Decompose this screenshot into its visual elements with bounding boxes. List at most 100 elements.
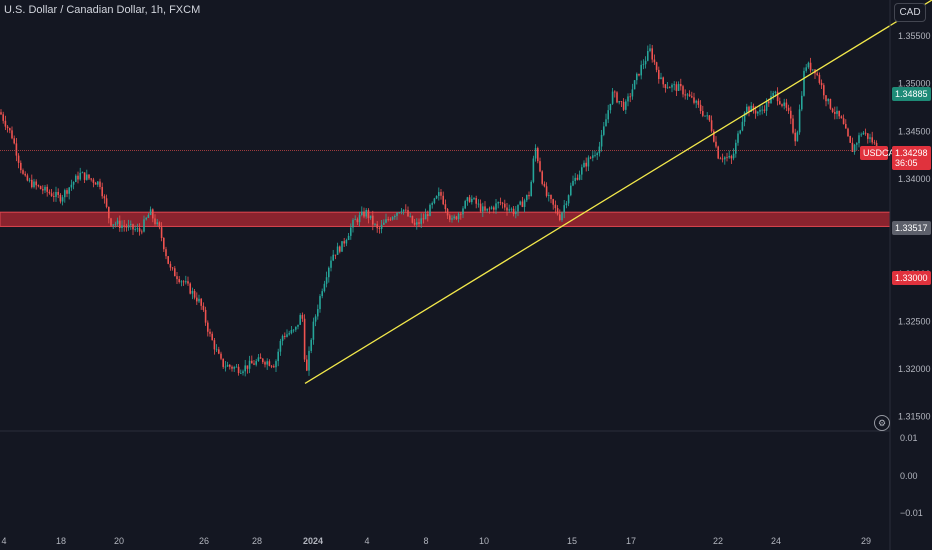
candle-body — [490, 207, 493, 209]
current-price-value: 1.34298 — [895, 148, 928, 158]
candle-body — [176, 276, 178, 280]
candle-body — [583, 162, 585, 168]
candle-body — [561, 212, 563, 221]
candle-body — [706, 115, 708, 117]
candle-body — [479, 203, 482, 212]
candle-body — [147, 214, 150, 218]
candle-body — [501, 202, 504, 204]
time-tick-label: 20 — [114, 536, 124, 546]
candle-body — [688, 94, 691, 97]
settings-icon[interactable]: ⚙ — [874, 415, 890, 431]
currency-button[interactable]: CAD — [894, 3, 926, 22]
candle-body — [752, 105, 755, 111]
candle-body — [130, 224, 132, 226]
candle-body — [486, 208, 488, 211]
candle-body — [343, 241, 345, 244]
candle-body — [347, 235, 350, 241]
candle-body — [838, 110, 840, 117]
candle-body — [31, 179, 33, 188]
candle-body — [262, 358, 264, 363]
candle-body — [169, 263, 172, 268]
candle-body — [453, 216, 455, 219]
candle-body — [323, 283, 326, 292]
candle-body — [713, 131, 715, 142]
candle-body — [86, 174, 88, 180]
candle-body — [867, 133, 869, 139]
candle-body — [28, 179, 31, 181]
candle-body — [746, 106, 748, 113]
candle-body — [508, 209, 510, 211]
candle-body — [528, 195, 530, 197]
candle-body — [156, 222, 158, 224]
candle-body — [730, 156, 733, 159]
candle-body — [565, 203, 568, 206]
candle-body — [666, 87, 669, 89]
candle-body — [185, 281, 187, 283]
candle-body — [53, 196, 55, 197]
candle-body — [499, 202, 502, 203]
candle-body — [534, 148, 537, 159]
candle-body — [138, 228, 141, 232]
candle-body — [737, 133, 739, 143]
candle-body — [603, 126, 605, 135]
indicator-tick-label: −0.01 — [900, 508, 923, 518]
candle-body — [719, 158, 722, 160]
candle-body — [779, 101, 781, 105]
alert-level-label: 1.33000 — [892, 271, 931, 285]
price-tick-label: 1.34000 — [898, 174, 931, 184]
candle-body — [611, 91, 614, 104]
candle-body — [336, 246, 339, 255]
candle-body — [46, 186, 48, 192]
candle-body — [44, 186, 46, 191]
candle-body — [299, 315, 301, 325]
candle-body — [251, 360, 253, 364]
candle-body — [570, 185, 572, 196]
candle-body — [754, 110, 757, 114]
candle-body — [295, 326, 297, 330]
symbol-label: USDCAD — [863, 148, 902, 158]
candle-body — [633, 80, 636, 90]
candle-body — [578, 174, 581, 180]
candle-body — [310, 339, 312, 351]
candle-body — [33, 181, 35, 188]
candle-body — [50, 193, 53, 197]
candle-body — [174, 268, 176, 277]
candle-body — [37, 185, 40, 187]
candle-body — [171, 267, 174, 269]
candle-body — [735, 142, 737, 154]
candle-body — [57, 191, 59, 195]
overlay-lines[interactable] — [0, 0, 932, 384]
indicator-axis: 0.01 0.00 −0.01 — [900, 433, 923, 518]
candle-body — [306, 359, 308, 371]
candle-body — [378, 228, 381, 230]
candle-body — [259, 357, 262, 359]
candle-body — [13, 138, 15, 144]
candle-body — [629, 96, 631, 98]
candle-body — [424, 214, 427, 220]
symbol-price-badge[interactable]: USDCAD — [860, 146, 901, 160]
candle-body — [563, 205, 565, 213]
time-axis[interactable]: 4 18 20 26 28 2024 4 8 10 15 17 22 24 29 — [1, 536, 871, 546]
candle-body — [277, 351, 279, 362]
candle-body — [497, 202, 499, 204]
candle-body — [431, 203, 433, 205]
candle-body — [290, 330, 293, 334]
candle-body — [253, 363, 255, 365]
candle-body — [143, 219, 145, 232]
candle-body — [328, 267, 330, 278]
candle-body — [592, 155, 594, 158]
candle-body — [433, 198, 436, 204]
candle-body — [134, 229, 136, 231]
candle-body — [717, 146, 719, 159]
candle-body — [409, 215, 411, 217]
candle-body — [61, 197, 64, 202]
candle-body — [596, 153, 598, 155]
candle-body — [83, 172, 86, 180]
candle-body — [92, 179, 95, 183]
candle-body — [68, 187, 70, 194]
candle-body — [607, 110, 609, 120]
candle-body — [416, 222, 418, 225]
candle-body — [523, 200, 526, 207]
candle-body — [284, 335, 286, 337]
